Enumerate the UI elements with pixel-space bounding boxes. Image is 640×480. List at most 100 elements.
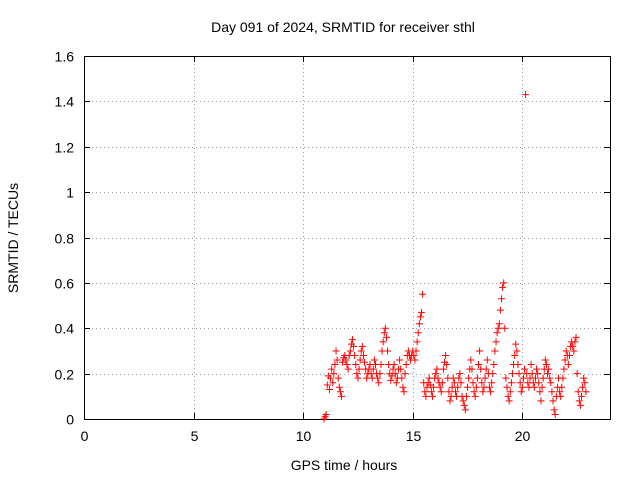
data-point (521, 365, 529, 373)
data-point (412, 347, 420, 355)
data-point (331, 361, 339, 369)
data-point (488, 379, 496, 387)
data-point (506, 388, 514, 396)
data-point (514, 361, 522, 369)
data-point (559, 374, 567, 382)
data-point (397, 365, 405, 373)
data-point (508, 370, 516, 378)
data-point (361, 358, 369, 366)
data-point (501, 324, 509, 332)
data-point (398, 374, 406, 382)
data-point (569, 342, 577, 350)
data-point (517, 388, 525, 396)
data-point (387, 376, 395, 384)
data-point (330, 370, 338, 378)
data-point (438, 379, 446, 387)
data-point (478, 379, 486, 387)
data-point (415, 320, 423, 328)
data-point (537, 397, 545, 405)
data-point (455, 374, 463, 382)
data-point (323, 381, 331, 389)
grid-lines (84, 56, 610, 419)
data-point (350, 342, 358, 350)
data-point (351, 351, 359, 359)
data-point (580, 374, 588, 382)
data-point (464, 383, 472, 391)
y-tick-label: 0 (66, 412, 74, 428)
data-point (539, 374, 547, 382)
data-point (460, 401, 468, 409)
data-point (533, 365, 541, 373)
data-point (571, 338, 579, 346)
data-points (320, 91, 590, 423)
y-tick-label: 0.6 (55, 276, 75, 292)
data-point (544, 370, 552, 378)
data-point (511, 351, 519, 359)
data-point (562, 347, 570, 355)
data-point (459, 397, 467, 405)
data-point (519, 374, 527, 382)
data-point (439, 365, 447, 373)
data-point (570, 347, 578, 355)
data-point (560, 365, 568, 373)
data-point (561, 356, 569, 364)
data-point (547, 379, 555, 387)
data-point (496, 306, 504, 314)
data-point (419, 290, 427, 298)
data-point (489, 370, 497, 378)
data-point (468, 365, 476, 373)
data-point (433, 365, 441, 373)
data-point (344, 365, 352, 373)
data-point (402, 361, 410, 369)
data-point (481, 374, 489, 382)
data-point (446, 397, 454, 405)
data-point (343, 361, 351, 369)
data-point (494, 324, 502, 332)
data-point (472, 383, 480, 391)
data-point (581, 379, 589, 387)
data-point (437, 388, 445, 396)
data-point (413, 338, 421, 346)
data-point (550, 406, 558, 414)
data-point (557, 392, 565, 400)
data-point (476, 347, 484, 355)
data-point (499, 283, 507, 291)
y-tick-label: 0.2 (55, 367, 75, 383)
data-point (418, 308, 426, 316)
data-point (493, 329, 501, 337)
x-tick-label: 5 (191, 428, 199, 444)
data-point (353, 370, 361, 378)
data-point (457, 379, 465, 387)
data-point (332, 347, 340, 355)
data-point (579, 383, 587, 391)
data-point (491, 347, 499, 355)
data-point (325, 386, 333, 394)
data-point (391, 370, 399, 378)
x-tick-label: 10 (296, 428, 312, 444)
data-point (469, 379, 477, 387)
data-point (551, 410, 559, 418)
data-point (358, 342, 366, 350)
data-point (328, 365, 336, 373)
data-point (342, 356, 350, 364)
data-point (574, 388, 582, 396)
data-point (357, 347, 365, 355)
data-point (430, 383, 438, 391)
data-point (576, 401, 584, 409)
y-tick-label: 1.6 (55, 49, 75, 65)
data-point (382, 333, 390, 341)
data-point (530, 383, 538, 391)
data-point (462, 392, 470, 400)
data-point (380, 329, 388, 337)
data-point (396, 356, 404, 364)
x-tick-label: 0 (81, 428, 89, 444)
data-point (498, 295, 506, 303)
data-point (346, 347, 354, 355)
data-point (348, 336, 356, 344)
data-point (338, 392, 346, 400)
data-point (564, 361, 572, 369)
data-point (445, 388, 453, 396)
data-point (355, 365, 363, 373)
data-point (545, 365, 553, 373)
